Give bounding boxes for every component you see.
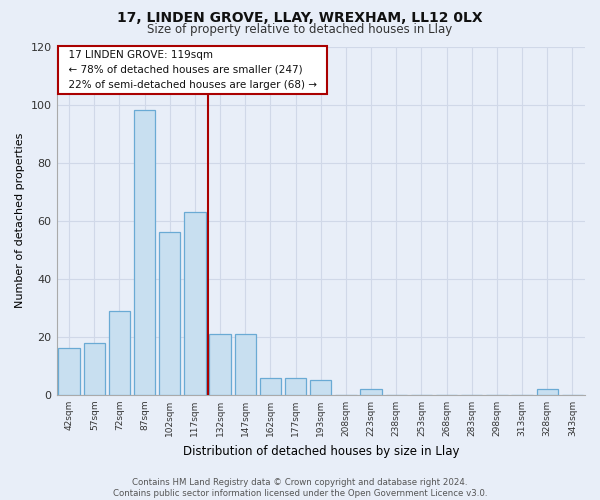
Text: Contains HM Land Registry data © Crown copyright and database right 2024.
Contai: Contains HM Land Registry data © Crown c… [113, 478, 487, 498]
Bar [58, 348, 80, 395]
Text: 17 LINDEN GROVE: 119sqm  
  ← 78% of detached houses are smaller (247)  
  22% o: 17 LINDEN GROVE: 119sqm ← 78% of detache… [62, 50, 323, 90]
Bar [285, 378, 307, 395]
Bar [536, 389, 558, 395]
X-axis label: Distribution of detached houses by size in Llay: Distribution of detached houses by size … [182, 444, 459, 458]
Text: Size of property relative to detached houses in Llay: Size of property relative to detached ho… [148, 22, 452, 36]
Bar [134, 110, 155, 395]
Bar [361, 389, 382, 395]
Bar [159, 232, 181, 395]
Bar [235, 334, 256, 395]
Bar [184, 212, 206, 395]
Bar [260, 378, 281, 395]
Bar [83, 342, 105, 395]
Bar [109, 310, 130, 395]
Text: 17, LINDEN GROVE, LLAY, WREXHAM, LL12 0LX: 17, LINDEN GROVE, LLAY, WREXHAM, LL12 0L… [117, 11, 483, 25]
Y-axis label: Number of detached properties: Number of detached properties [15, 133, 25, 308]
Bar [310, 380, 331, 395]
Bar [209, 334, 231, 395]
